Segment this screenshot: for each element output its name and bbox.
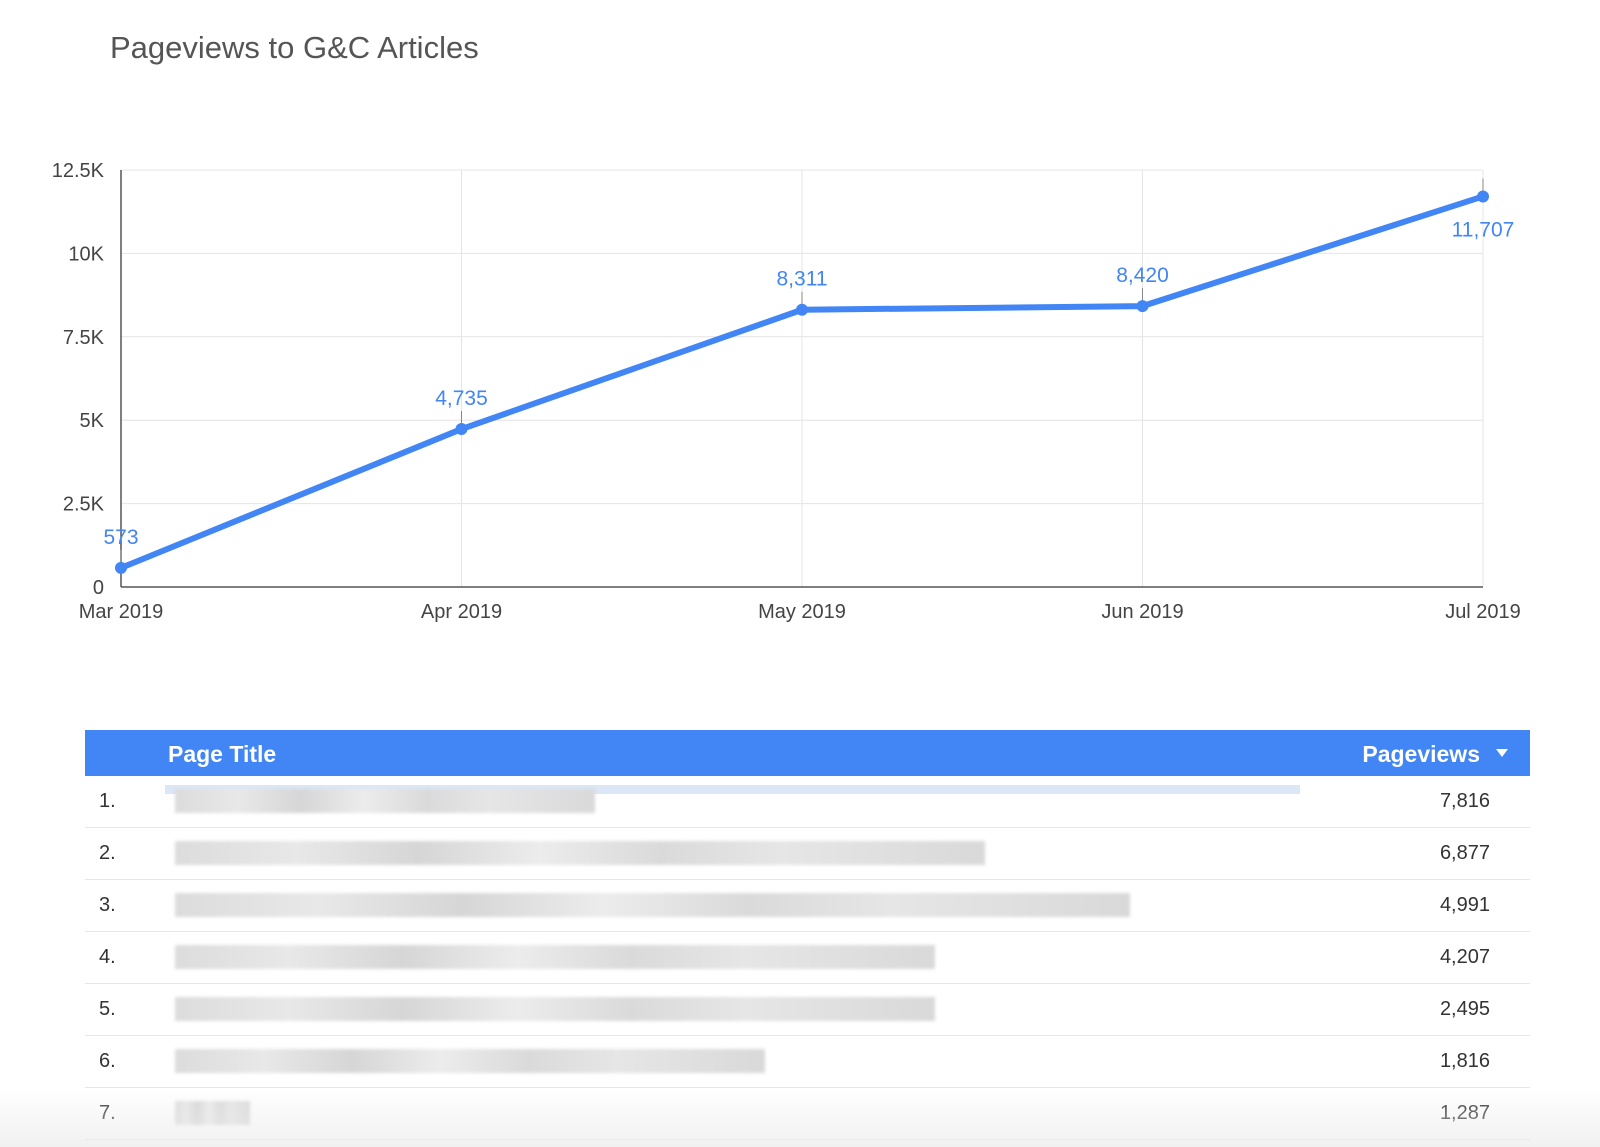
redacted-page-title [175, 997, 935, 1021]
page-title-column-header[interactable]: Page Title [168, 741, 277, 767]
redacted-page-title [175, 893, 1130, 917]
page-title-cell[interactable] [165, 785, 1320, 816]
pageviews-column-header[interactable]: Pageviews [1362, 741, 1480, 767]
redacted-page-title [175, 789, 595, 813]
y-tick-label: 7.5K [63, 327, 105, 349]
y-tick-label: 2.5K [63, 494, 105, 516]
data-label: 11,707 [1452, 218, 1515, 241]
x-tick-label: Mar 2019 [79, 601, 164, 623]
x-tick-label: May 2019 [758, 601, 846, 623]
page-title-cell[interactable] [165, 942, 1320, 972]
x-tick-label: Jul 2019 [1445, 601, 1521, 623]
table-row[interactable]: 1. 7,816 [85, 776, 1530, 828]
page-title-cell[interactable] [165, 994, 1320, 1024]
data-label: 8,420 [1116, 264, 1169, 287]
page-title-cell[interactable] [165, 890, 1320, 920]
page-title-cell[interactable] [165, 1046, 1320, 1076]
pageviews-value: 4,991 [1439, 894, 1490, 916]
y-tick-label: 12.5K [52, 160, 105, 182]
pageviews-value: 6,877 [1439, 842, 1490, 864]
redacted-page-title [175, 1101, 250, 1125]
pageviews-value: 1,287 [1439, 1102, 1490, 1124]
table-row[interactable]: 3. 4,991 [85, 880, 1530, 932]
data-label: 573 [103, 526, 138, 549]
data-point [1477, 190, 1489, 203]
redacted-page-title [175, 841, 985, 865]
sort-descending-icon[interactable] [1496, 749, 1508, 757]
row-rank: 2. [99, 842, 116, 864]
redacted-page-title [175, 945, 935, 969]
row-rank: 4. [99, 946, 116, 968]
data-point [115, 561, 127, 574]
y-tick-label: 5K [80, 410, 105, 432]
table-header: Page Title Pageviews [85, 730, 1530, 776]
pageviews-value: 4,207 [1439, 946, 1490, 968]
chart-title: Pageviews to G&C Articles [110, 30, 479, 65]
pageviews-value: 2,495 [1439, 998, 1490, 1020]
pages-table: Page Title Pageviews 1. 7,816 2. 6,877 3. 4,9… [85, 730, 1530, 1140]
row-rank: 5. [99, 998, 116, 1020]
table-row[interactable]: 7. 1,287 [85, 1088, 1530, 1140]
redacted-page-title [175, 1049, 765, 1073]
data-point [796, 303, 808, 316]
row-rank: 7. [99, 1102, 116, 1124]
data-point [1136, 300, 1149, 313]
x-tick-label: Apr 2019 [421, 601, 502, 623]
y-tick-label: 0 [93, 577, 104, 599]
page-title-cell[interactable] [165, 838, 1320, 868]
pageviews-bar [165, 785, 1300, 794]
table-row[interactable]: 5. 2,495 [85, 984, 1530, 1036]
row-rank: 1. [99, 790, 116, 812]
line-chart: 0 2.5K 5K 7.5K 10K 12.5K Mar 2019 Apr 2019 May 2… [52, 160, 1521, 623]
pageviews-value: 1,816 [1439, 1050, 1490, 1072]
pageviews-value: 7,816 [1439, 790, 1490, 812]
row-rank: 6. [99, 1050, 116, 1072]
data-point [455, 423, 468, 436]
y-tick-label: 10K [68, 243, 104, 265]
x-tick-label: Jun 2019 [1101, 601, 1183, 623]
table-row[interactable]: 6. 1,816 [85, 1036, 1530, 1088]
row-rank: 3. [99, 894, 116, 916]
page-title-cell[interactable] [165, 1098, 1320, 1128]
data-label: 4,735 [435, 387, 488, 410]
table-body: 1. 7,816 2. 6,877 3. 4,991 4. 4,207 5. 2,495 6. 1,8… [85, 776, 1530, 1140]
data-label: 8,311 [777, 268, 828, 291]
table-row[interactable]: 4. 4,207 [85, 932, 1530, 984]
table-row[interactable]: 2. 6,877 [85, 828, 1530, 880]
